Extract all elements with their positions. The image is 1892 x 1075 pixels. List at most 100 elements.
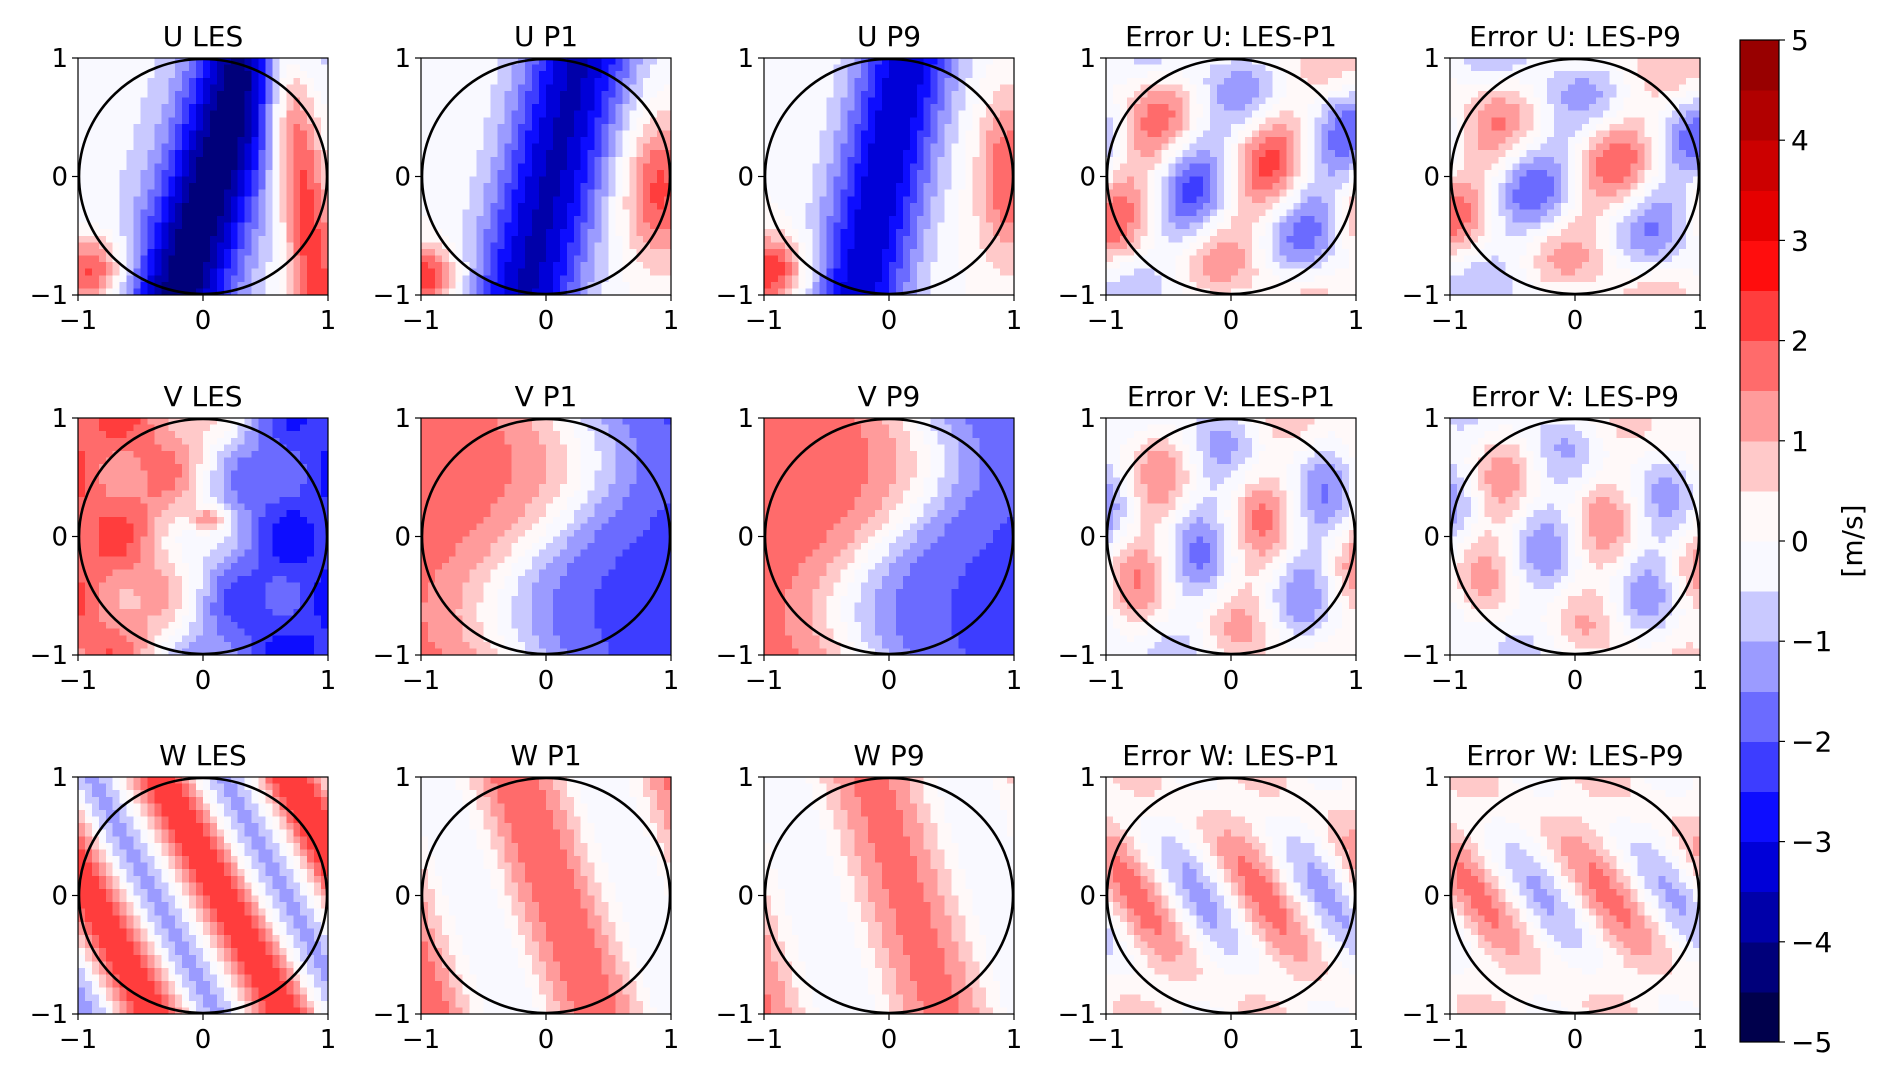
heatmap-cell [1251, 156, 1260, 164]
heatmap-cell [1314, 104, 1322, 112]
heatmap-cell [490, 169, 498, 178]
heatmap-cell [902, 222, 911, 230]
heatmap-cell [168, 104, 176, 112]
heatmap-cell [868, 117, 876, 125]
heatmap-cell [777, 216, 786, 224]
heatmap-cell [1328, 84, 1336, 92]
heatmap-cell [972, 58, 980, 66]
heatmap-cell [1286, 209, 1295, 217]
heatmap-cell [126, 255, 135, 263]
heatmap-cell [300, 110, 308, 118]
heatmap-cell [511, 71, 519, 79]
heatmap-cell [286, 183, 294, 191]
heatmap-cell [126, 235, 135, 243]
heatmap-cell [258, 123, 267, 132]
heatmap-cell [321, 104, 329, 112]
heatmap-cell [840, 71, 848, 79]
heatmap-cell [1217, 156, 1225, 164]
heatmap-cell [909, 150, 918, 158]
heatmap-cell [189, 97, 197, 105]
heatmap-cell [1133, 163, 1142, 171]
heatmap-cell [1182, 202, 1190, 211]
heatmap-cell [854, 137, 862, 145]
heatmap-cell [279, 97, 287, 105]
heatmap-cell [1244, 97, 1253, 105]
heatmap-cell [791, 169, 800, 178]
heatmap-cell [1265, 216, 1274, 224]
heatmap-cell [889, 222, 897, 230]
heatmap-cell [546, 255, 554, 263]
heatmap-cell [566, 189, 575, 197]
heatmap-cell [615, 242, 623, 250]
heatmap-cell [798, 222, 807, 230]
heatmap-cell [552, 183, 561, 191]
heatmap-cell [1272, 97, 1281, 105]
heatmap-cell [972, 150, 980, 158]
heatmap-cell [189, 209, 197, 217]
heatmap-cell [1258, 150, 1267, 158]
heatmap-cell [986, 268, 994, 276]
heatmap-cell [126, 97, 135, 105]
heatmap-cell [126, 104, 135, 112]
heatmap-cell [826, 235, 835, 243]
heatmap-cell [427, 268, 436, 276]
heatmap-cell [133, 281, 142, 290]
heatmap-cell [1342, 235, 1350, 243]
heatmap-cell [601, 58, 610, 66]
heatmap-cell [1328, 123, 1336, 132]
heatmap-cell [1300, 71, 1308, 79]
heatmap-cell [91, 248, 100, 257]
heatmap-cell [1203, 163, 1211, 171]
heatmap-cell [237, 169, 246, 178]
heatmap-cell [455, 248, 464, 257]
heatmap-cell [455, 104, 464, 112]
heatmap-cell [434, 242, 443, 250]
heatmap-cell [1293, 90, 1302, 99]
heatmap-cell [1328, 143, 1336, 151]
heatmap-cell [552, 71, 561, 79]
heatmap-cell [1140, 242, 1149, 250]
heatmap-cell [182, 90, 190, 99]
heatmap-cell [944, 202, 953, 211]
heatmap-cell [615, 235, 623, 243]
heatmap-cell [161, 235, 169, 243]
heatmap-cell [1106, 123, 1114, 132]
heatmap-cell [972, 229, 980, 237]
heatmap-cell [189, 117, 197, 125]
heatmap-cell [840, 130, 848, 138]
heatmap-cell [518, 150, 526, 158]
heatmap-cell [154, 196, 162, 204]
heatmap-cell [1224, 104, 1232, 112]
heatmap-cell [455, 281, 464, 290]
heatmap-cell [230, 77, 239, 85]
heatmap-cell [1147, 64, 1156, 72]
heatmap-cell [314, 196, 322, 204]
heatmap-cell [126, 150, 135, 158]
heatmap-cell [98, 196, 107, 204]
heatmap-cell [1224, 156, 1232, 164]
heatmap-cell [1000, 229, 1008, 237]
heatmap-cell [1147, 137, 1156, 145]
heatmap-cell [601, 97, 610, 105]
heatmap-cell [1328, 137, 1336, 145]
heatmap-cell [958, 235, 966, 243]
heatmap-cell [1272, 90, 1281, 99]
heatmap-cell [147, 183, 155, 191]
heatmap-cell [559, 196, 568, 204]
heatmap-cell [937, 117, 946, 125]
heatmap-cell [902, 183, 911, 191]
heatmap-cell [511, 117, 519, 125]
heatmap-cell [833, 189, 841, 197]
heatmap-cell [622, 216, 630, 224]
heatmap-cell [1119, 90, 1128, 99]
heatmap-cell [546, 183, 554, 191]
heatmap-cell [1175, 202, 1183, 211]
heatmap-cell [875, 196, 883, 204]
heatmap-cell [448, 189, 457, 197]
heatmap-cell [909, 104, 918, 112]
heatmap-cell [182, 64, 190, 72]
heatmap-cell [847, 222, 855, 230]
heatmap-cell [930, 255, 939, 263]
heatmap-cell [230, 268, 239, 276]
heatmap-cell [154, 262, 162, 270]
